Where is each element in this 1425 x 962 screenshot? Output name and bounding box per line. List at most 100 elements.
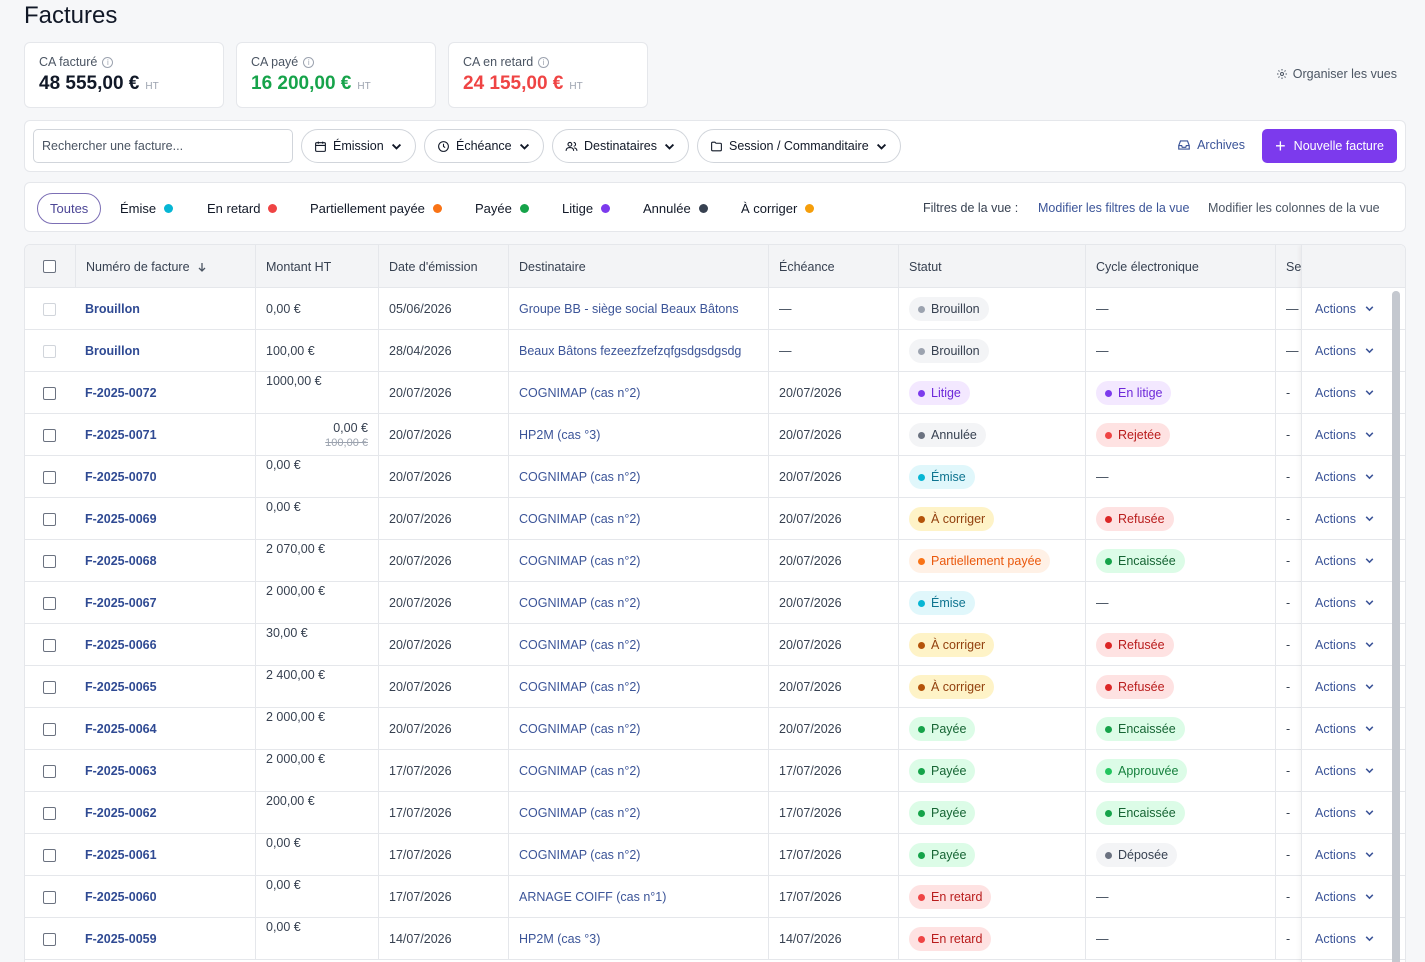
invoice-number-link[interactable]: F-2025-0063 — [85, 764, 157, 778]
table-row[interactable]: F-2025-0059 0,00 € 14/07/2026 HP2M (cas °3)… — [25, 918, 1405, 960]
filter-emission[interactable]: Émission — [301, 129, 416, 163]
invoice-number-link[interactable]: F-2025-0071 — [85, 428, 157, 442]
filter-session[interactable]: Session / Commanditaire — [697, 129, 901, 163]
column-header-emission[interactable]: Date d'émission — [378, 245, 508, 288]
actions-dropdown[interactable]: Actions — [1302, 666, 1405, 708]
edit-view-columns-link[interactable]: Modifier les colonnes de la vue — [1208, 201, 1380, 215]
actions-dropdown[interactable]: Actions — [1302, 624, 1405, 666]
recipient-link[interactable]: ARNAGE COIFF (cas n°1) — [519, 890, 667, 904]
recipient-link[interactable]: COGNIMAP (cas n°2) — [519, 764, 641, 778]
recipient-link[interactable]: COGNIMAP (cas n°2) — [519, 722, 641, 736]
invoice-number-link[interactable]: Brouillon — [85, 302, 140, 316]
recipient-link[interactable]: COGNIMAP (cas n°2) — [519, 554, 641, 568]
table-row[interactable]: Brouillon 100,00 € 28/04/2026 Beaux Bâtons … — [25, 330, 1405, 372]
invoice-number-link[interactable]: F-2025-0059 — [85, 932, 157, 946]
invoice-number-link[interactable]: F-2025-0061 — [85, 848, 157, 862]
row-checkbox[interactable] — [43, 764, 56, 778]
recipient-link[interactable]: COGNIMAP (cas n°2) — [519, 470, 641, 484]
table-row[interactable]: F-2025-0061 0,00 € 17/07/2026 COGNIMAP (cas… — [25, 834, 1405, 876]
edit-view-filters-link[interactable]: Modifier les filtres de la vue — [1038, 201, 1190, 215]
filter-destinataires[interactable]: Destinataires — [552, 129, 689, 163]
column-header-statut[interactable]: Statut — [898, 245, 1085, 288]
recipient-link[interactable]: COGNIMAP (cas n°2) — [519, 638, 641, 652]
status-filter-annulee[interactable]: Annulée — [643, 193, 708, 224]
recipient-link[interactable]: Beaux Bâtons fezeezfzefzqfgsdgsdgsdg — [519, 344, 742, 358]
table-row[interactable]: F-2025-0064 2 000,00 € 20/07/2026 COGNIMAP … — [25, 708, 1405, 750]
column-header-cycle[interactable]: Cycle électronique — [1085, 245, 1275, 288]
column-header-montant[interactable]: Montant HT — [255, 245, 378, 288]
search-input[interactable] — [33, 129, 293, 163]
actions-dropdown[interactable]: Actions — [1302, 456, 1405, 498]
status-filter-payee[interactable]: Payée — [475, 193, 529, 224]
archives-button[interactable]: Archives — [1177, 138, 1245, 152]
recipient-link[interactable]: COGNIMAP (cas n°2) — [519, 680, 641, 694]
actions-dropdown[interactable]: Actions — [1302, 834, 1405, 876]
row-checkbox[interactable] — [43, 344, 56, 358]
recipient-link[interactable]: HP2M (cas °3) — [519, 932, 601, 946]
invoice-number-link[interactable]: F-2025-0062 — [85, 806, 157, 820]
status-filter-a-corriger[interactable]: À corriger — [741, 193, 815, 224]
row-checkbox[interactable] — [43, 428, 56, 442]
filter-echeance[interactable]: Échéance — [424, 129, 544, 163]
invoice-number-link[interactable]: F-2025-0072 — [85, 386, 157, 400]
organize-views-button[interactable]: Organiser les vues — [1276, 67, 1397, 81]
column-header-numero[interactable]: Numéro de facture — [75, 245, 255, 288]
info-icon[interactable]: i — [538, 56, 550, 68]
table-row[interactable]: F-2025-0065 2 400,00 € 20/07/2026 COGNIMAP … — [25, 666, 1405, 708]
recipient-link[interactable]: COGNIMAP (cas n°2) — [519, 512, 641, 526]
actions-dropdown[interactable]: Actions — [1302, 792, 1405, 834]
invoice-number-link[interactable]: F-2025-0068 — [85, 554, 157, 568]
invoice-number-link[interactable]: F-2025-0060 — [85, 890, 157, 904]
row-checkbox[interactable] — [43, 932, 56, 946]
actions-dropdown[interactable]: Actions — [1302, 582, 1405, 624]
status-filter-en-retard[interactable]: En retard — [207, 193, 278, 224]
table-row[interactable]: F-2025-0071 0,00 €100,00 € 20/07/2026 HP2M … — [25, 414, 1405, 456]
row-checkbox[interactable] — [43, 806, 56, 820]
actions-dropdown[interactable]: Actions — [1302, 876, 1405, 918]
invoice-number-link[interactable]: F-2025-0066 — [85, 638, 157, 652]
recipient-link[interactable]: Groupe BB - siège social Beaux Bâtons — [519, 302, 739, 316]
invoice-number-link[interactable]: F-2025-0067 — [85, 596, 157, 610]
table-row[interactable]: F-2025-0067 2 000,00 € 20/07/2026 COGNIMAP … — [25, 582, 1405, 624]
invoice-number-link[interactable]: F-2025-0064 — [85, 722, 157, 736]
table-row[interactable]: F-2025-0068 2 070,00 € 20/07/2026 COGNIMAP … — [25, 540, 1405, 582]
actions-dropdown[interactable]: Actions — [1302, 330, 1405, 372]
row-checkbox[interactable] — [43, 554, 56, 568]
row-checkbox[interactable] — [43, 890, 56, 904]
invoice-number-link[interactable]: F-2025-0070 — [85, 470, 157, 484]
info-icon[interactable]: i — [102, 56, 114, 68]
column-header-echeance[interactable]: Échéance — [768, 245, 898, 288]
invoice-number-link[interactable]: F-2025-0069 — [85, 512, 157, 526]
row-checkbox[interactable] — [43, 470, 56, 484]
actions-dropdown[interactable]: Actions — [1302, 288, 1405, 330]
info-icon[interactable]: i — [303, 56, 315, 68]
actions-dropdown[interactable]: Actions — [1302, 750, 1405, 792]
actions-dropdown[interactable]: Actions — [1302, 414, 1405, 456]
scrollbar-thumb[interactable] — [1392, 291, 1400, 962]
table-row[interactable]: Brouillon 0,00 € 05/06/2026 Groupe BB - siè… — [25, 288, 1405, 330]
actions-dropdown[interactable]: Actions — [1302, 918, 1405, 960]
table-row[interactable]: F-2025-0070 0,00 € 20/07/2026 COGNIMAP (cas… — [25, 456, 1405, 498]
recipient-link[interactable]: COGNIMAP (cas n°2) — [519, 806, 641, 820]
recipient-link[interactable]: COGNIMAP (cas n°2) — [519, 386, 641, 400]
select-all-checkbox[interactable] — [43, 260, 56, 273]
vertical-scrollbar[interactable] — [1392, 291, 1400, 962]
row-checkbox[interactable] — [43, 386, 56, 400]
recipient-link[interactable]: HP2M (cas °3) — [519, 428, 601, 442]
status-filter-all[interactable]: Toutes — [37, 193, 102, 224]
table-row[interactable]: F-2025-0060 0,00 € 17/07/2026 ARNAGE COIFF … — [25, 876, 1405, 918]
new-invoice-button[interactable]: + Nouvelle facture — [1262, 129, 1397, 163]
status-filter-emise[interactable]: Émise — [120, 193, 174, 224]
actions-dropdown[interactable]: Actions — [1302, 498, 1405, 540]
row-checkbox[interactable] — [43, 512, 56, 526]
actions-dropdown[interactable]: Actions — [1302, 708, 1405, 750]
invoice-number-link[interactable]: Brouillon — [85, 344, 140, 358]
recipient-link[interactable]: COGNIMAP (cas n°2) — [519, 596, 641, 610]
table-row[interactable]: F-2025-0063 2 000,00 € 17/07/2026 COGNIMAP … — [25, 750, 1405, 792]
table-row[interactable]: F-2025-0069 0,00 € 20/07/2026 COGNIMAP (cas… — [25, 498, 1405, 540]
status-filter-litige[interactable]: Litige — [562, 193, 611, 224]
status-filter-partiellement-payee[interactable]: Partiellement payée — [310, 193, 442, 224]
recipient-link[interactable]: COGNIMAP (cas n°2) — [519, 848, 641, 862]
row-checkbox[interactable] — [43, 848, 56, 862]
invoice-number-link[interactable]: F-2025-0065 — [85, 680, 157, 694]
